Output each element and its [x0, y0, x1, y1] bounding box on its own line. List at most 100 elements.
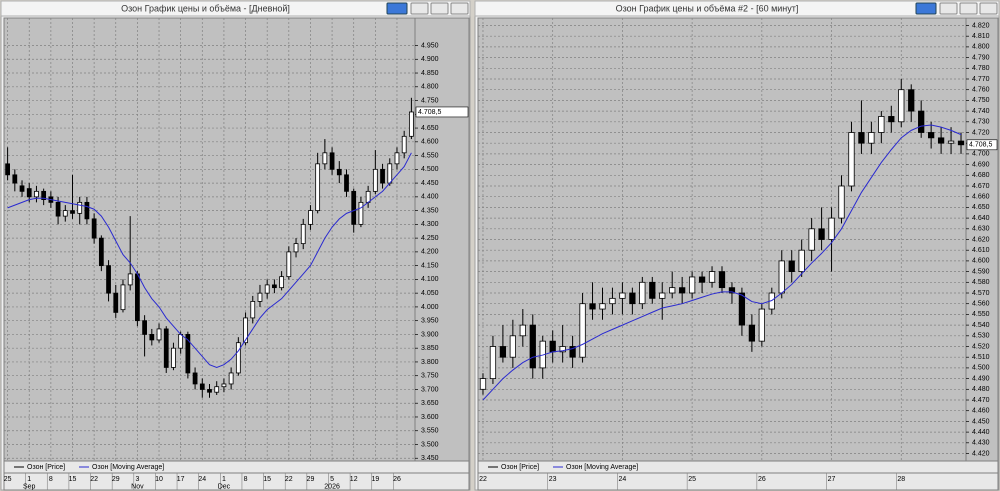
y-tick-label: 4.570	[972, 290, 990, 297]
y-tick-label: 4.450	[421, 180, 439, 187]
candle-body	[509, 335, 516, 358]
last-price-label: 4.708,5	[418, 109, 441, 116]
close-button[interactable]	[979, 2, 998, 15]
y-tick-label: 4.610	[972, 247, 990, 254]
candle-body	[34, 190, 39, 198]
legend-label: Озон [Moving Average]	[92, 464, 164, 471]
candle-body	[192, 372, 198, 385]
y-tick-label: 4.480	[972, 386, 990, 393]
y-tick-label: 4.630	[972, 226, 990, 233]
candle-body	[688, 276, 696, 294]
y-tick-label: 4.150	[421, 262, 439, 269]
candle-body	[336, 168, 342, 176]
candle-body	[5, 163, 10, 176]
candle-body	[106, 265, 111, 294]
candle-body	[351, 190, 357, 225]
y-tick-label: 3.550	[421, 428, 439, 435]
x-tick-label: 8	[244, 476, 248, 483]
y-tick-label: 4.000	[421, 304, 439, 311]
x-tick-label: 12	[350, 476, 358, 483]
legend-strip	[3, 460, 470, 474]
candle-body	[589, 303, 596, 310]
candle-body	[639, 281, 646, 305]
y-tick-label: 4.760	[972, 87, 990, 94]
candle-body	[868, 132, 875, 144]
candle-body	[559, 346, 566, 353]
x-tick-label: 5	[330, 476, 334, 483]
candle-body	[113, 292, 119, 313]
pin-button[interactable]	[915, 2, 937, 15]
candle-body	[199, 383, 205, 390]
y-tick-label: 4.300	[421, 221, 439, 228]
moving-average-line	[7, 152, 412, 368]
candle-body	[235, 342, 241, 374]
candle-body	[878, 116, 885, 133]
x-tick-label: 15	[263, 476, 271, 483]
candle-body	[858, 132, 865, 144]
y-tick-label: 4.740	[972, 108, 990, 115]
y-tick-label: 3.950	[421, 318, 439, 325]
x-tick-label: 29	[307, 476, 315, 483]
y-tick-label: 4.420	[972, 450, 990, 457]
candle-body	[156, 328, 162, 341]
x-tick-label: 15	[69, 476, 77, 483]
candle-body	[293, 243, 299, 253]
y-tick-label: 4.550	[421, 152, 439, 159]
candle-body	[149, 334, 155, 341]
y-tick-label: 3.800	[421, 359, 439, 366]
x-tick-label: 10	[155, 476, 163, 483]
y-tick-label: 3.750	[421, 373, 439, 380]
candle-body	[629, 292, 636, 305]
candle-body	[91, 218, 97, 239]
minimize-button[interactable]	[410, 2, 429, 15]
y-tick-label: 4.050	[421, 290, 439, 297]
candle-body	[272, 284, 277, 289]
y-tick-label: 4.510	[972, 354, 990, 361]
candle-body	[908, 89, 915, 112]
candle-body	[569, 346, 576, 358]
x-tick-label: 24	[619, 476, 627, 483]
candle-body	[77, 201, 83, 214]
candle-body	[549, 340, 556, 353]
candle-body	[329, 152, 335, 170]
y-tick-label: 4.810	[972, 33, 990, 40]
x-tick-label: 22	[479, 476, 487, 483]
candle-body	[818, 228, 825, 240]
y-tick-label: 4.730	[972, 119, 990, 126]
candle-body	[788, 260, 795, 273]
y-tick-label: 4.250	[421, 235, 439, 242]
restore-button[interactable]	[430, 2, 449, 15]
x-tick-label: 22	[90, 476, 98, 483]
y-tick-label: 4.490	[972, 375, 990, 382]
candle-body	[300, 223, 306, 245]
y-tick-label: 4.620	[972, 236, 990, 243]
candle-body	[778, 260, 785, 294]
candle-body	[918, 110, 925, 133]
pin-button[interactable]	[386, 2, 408, 15]
candle-body	[372, 168, 378, 192]
x-period-label: Dec	[218, 483, 231, 490]
restore-button[interactable]	[959, 2, 978, 15]
candle-body	[142, 320, 147, 335]
y-tick-label: 4.440	[972, 429, 990, 436]
y-tick-label: 4.800	[421, 84, 439, 91]
candle-body	[98, 237, 104, 267]
close-button[interactable]	[450, 2, 469, 15]
candle-body	[489, 346, 497, 380]
candle-body	[257, 292, 263, 302]
y-tick-label: 4.750	[972, 97, 990, 104]
window-title: Озон График цены и объёма #2 - [60 минут…	[616, 3, 799, 13]
last-price-marker	[415, 106, 469, 118]
candle-body	[243, 317, 248, 344]
candle-body	[728, 287, 736, 294]
candle-body	[228, 372, 234, 385]
candle-body	[888, 116, 895, 123]
y-tick-label: 4.460	[972, 408, 990, 415]
candle-body	[609, 297, 616, 305]
candle-body	[937, 137, 945, 144]
y-tick-label: 4.560	[972, 301, 990, 308]
minimize-button[interactable]	[939, 2, 958, 15]
candle-body	[19, 185, 25, 192]
candle-body	[264, 284, 270, 294]
